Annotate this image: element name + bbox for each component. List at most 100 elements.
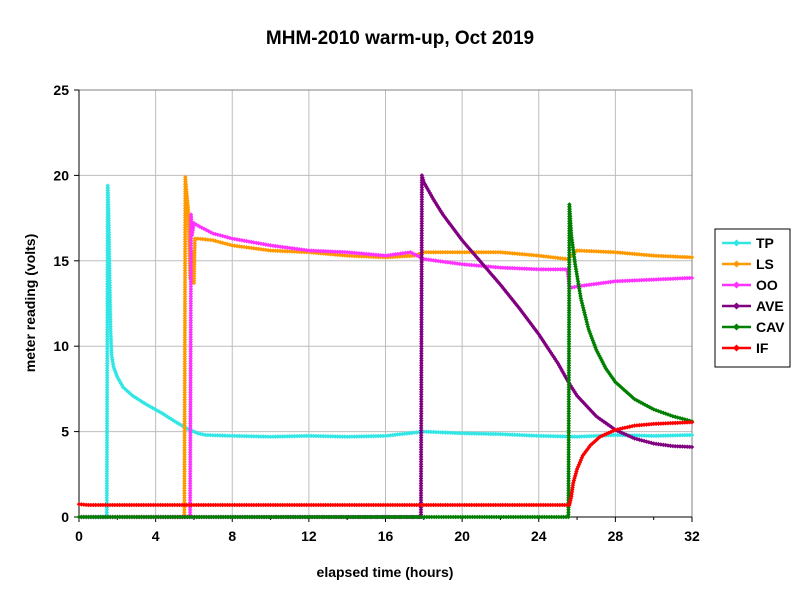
data-point-ave [419, 223, 425, 229]
data-point-oo [187, 469, 193, 474]
data-point-cav [273, 514, 279, 520]
data-point-tp [471, 431, 477, 436]
data-point-cav [566, 449, 571, 455]
data-point-ls [443, 249, 448, 255]
y-tick-label: 20 [53, 167, 69, 183]
data-point-ave [419, 315, 424, 320]
data-point-ls [182, 375, 188, 381]
data-point-ls [182, 507, 187, 513]
data-point-if [560, 502, 565, 508]
data-point-tp [423, 429, 429, 434]
data-point-if [320, 502, 326, 508]
data-point-tp [543, 433, 549, 439]
data-point-ls [182, 478, 187, 484]
data-point-cav [400, 514, 406, 520]
x-axis-label: elapsed time (hours) [317, 564, 454, 580]
data-point-cav [422, 514, 427, 520]
data-point-cav [460, 514, 466, 520]
data-point-cav [566, 483, 571, 489]
data-point-ave [419, 334, 424, 339]
data-point-ave [419, 329, 424, 335]
data-point-ave [419, 185, 425, 190]
data-point-oo [663, 276, 668, 282]
data-point-tp [522, 432, 527, 438]
data-point-ave [418, 420, 424, 426]
data-point-ave [677, 444, 683, 449]
data-point-if [340, 502, 345, 508]
data-point-ave [419, 264, 424, 270]
data-point-tp [562, 434, 568, 439]
data-point-oo [188, 447, 193, 453]
data-point-ave [419, 288, 424, 294]
data-point-ls [182, 476, 187, 481]
data-point-ls [192, 255, 197, 260]
data-point-if [297, 502, 302, 508]
data-point-if [455, 502, 460, 508]
data-point-ls [182, 385, 187, 391]
data-point-ave [418, 425, 424, 431]
data-point-if [325, 502, 331, 508]
data-point-ls [483, 249, 489, 255]
data-point-ls [182, 328, 188, 333]
data-point-ave [680, 444, 685, 449]
data-point-cav [484, 514, 490, 520]
data-point-cav [429, 514, 434, 520]
data-point-cav [566, 507, 571, 513]
data-point-oo [188, 267, 194, 273]
data-point-oo [512, 266, 518, 271]
data-point-if [347, 502, 352, 508]
data-point-if [409, 502, 415, 508]
data-point-tp [292, 433, 297, 439]
data-point-ls [490, 249, 496, 255]
data-point-ave [419, 206, 425, 212]
data-point-oo [188, 425, 193, 431]
data-point-ave [419, 351, 424, 356]
data-point-if [502, 502, 508, 508]
data-point-cav [566, 461, 571, 467]
data-point-oo [320, 248, 326, 254]
data-point-oo [188, 404, 193, 409]
data-point-if [203, 502, 209, 508]
data-point-oo [187, 483, 193, 489]
data-point-if [313, 502, 319, 508]
data-point-ave [419, 360, 424, 366]
data-point-cav [417, 514, 422, 520]
data-point-tp [653, 433, 659, 439]
data-point-ave [418, 416, 424, 421]
data-point-cav [566, 514, 571, 520]
data-point-tp [376, 433, 381, 439]
data-point-tp [354, 434, 360, 439]
data-point-oo [531, 266, 537, 272]
data-point-if [352, 502, 357, 508]
y-tick-label: 15 [53, 253, 69, 269]
data-point-tp [323, 433, 328, 439]
data-point-cav [391, 514, 396, 520]
data-point-oo [188, 394, 193, 400]
data-point-ls [182, 287, 188, 292]
data-point-ls [182, 299, 188, 304]
data-point-ave [419, 252, 424, 258]
data-point-cav [280, 514, 286, 520]
data-point-cav [566, 339, 572, 344]
data-point-tp [104, 469, 110, 474]
data-point-tp [486, 431, 491, 437]
data-point-cav [355, 514, 360, 520]
data-point-ave [418, 406, 424, 412]
data-point-oo [505, 265, 510, 271]
data-point-oo [646, 277, 652, 283]
data-point-cav [266, 514, 271, 520]
data-point-oo [328, 249, 333, 254]
data-point-ls [182, 430, 187, 436]
data-point-cav [388, 514, 394, 520]
data-point-cav [566, 452, 571, 457]
data-point-cav [566, 300, 572, 306]
data-point-tp [677, 433, 683, 438]
data-point-ave [419, 262, 424, 267]
data-point-if [280, 502, 285, 508]
data-point-ls [182, 378, 188, 383]
data-point-if [383, 502, 388, 508]
data-point-cav [566, 396, 572, 402]
data-point-oo [622, 278, 628, 284]
data-point-ls [479, 249, 484, 255]
data-point-tp [469, 431, 474, 436]
